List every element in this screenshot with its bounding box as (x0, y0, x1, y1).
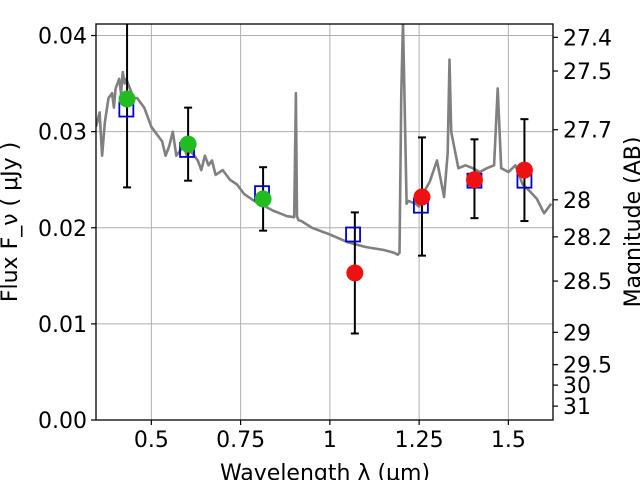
observed-point-red (465, 171, 483, 189)
x-tick-label: 1 (323, 428, 337, 453)
observed-point-red (515, 161, 533, 179)
right-tick-label: 31 (563, 395, 591, 420)
plot-frame (95, 23, 554, 421)
y-axis-label: Flux F_ν ( μJy ) (0, 142, 23, 302)
y-tick-label: 0.01 (38, 313, 87, 338)
x-axis-label: Wavelength λ (μm) (220, 461, 430, 480)
model-points-layer (118, 101, 533, 243)
right-axis-label: Magnitude (AB) (621, 137, 640, 308)
right-tick-label: 29 (563, 321, 591, 346)
y-ticks: 0.00 0.01 0.02 0.03 0.04 (38, 25, 96, 434)
right-tick-label: 29.5 (563, 354, 612, 379)
x-tick-label: 0.5 (134, 428, 169, 453)
x-tick-label: 1.5 (491, 428, 526, 453)
right-tick-label: 27.7 (563, 119, 612, 144)
x-ticks: 0.5 0.75 1 1.25 1.5 (134, 420, 526, 453)
right-tick-label: 30 (563, 374, 591, 399)
model-spectrum-line (96, 24, 553, 256)
model-spectrum-layer (96, 24, 553, 256)
right-tick-label: 27.5 (563, 60, 612, 85)
observed-point-green (254, 190, 272, 208)
x-tick-label: 1.25 (395, 428, 444, 453)
right-tick-label: 28.2 (563, 226, 612, 251)
right-tick-label: 27.4 (563, 26, 612, 51)
model-point-square (345, 226, 361, 243)
y-tick-label: 0.04 (38, 25, 87, 50)
observed-points-layer (118, 90, 533, 282)
y-tick-label: 0.00 (38, 409, 87, 434)
grid-lines (96, 24, 553, 421)
observed-point-red (346, 264, 364, 282)
observed-point-green (118, 90, 136, 108)
observed-point-red (413, 188, 431, 206)
y-tick-label: 0.03 (38, 121, 87, 146)
y-tick-label: 0.02 (38, 217, 87, 242)
x-tick-label: 0.75 (216, 428, 265, 453)
observed-point-green (179, 135, 197, 153)
right-tick-label: 28 (563, 189, 591, 214)
right-tick-label: 28.5 (563, 270, 612, 295)
axes-frame (95, 23, 554, 421)
